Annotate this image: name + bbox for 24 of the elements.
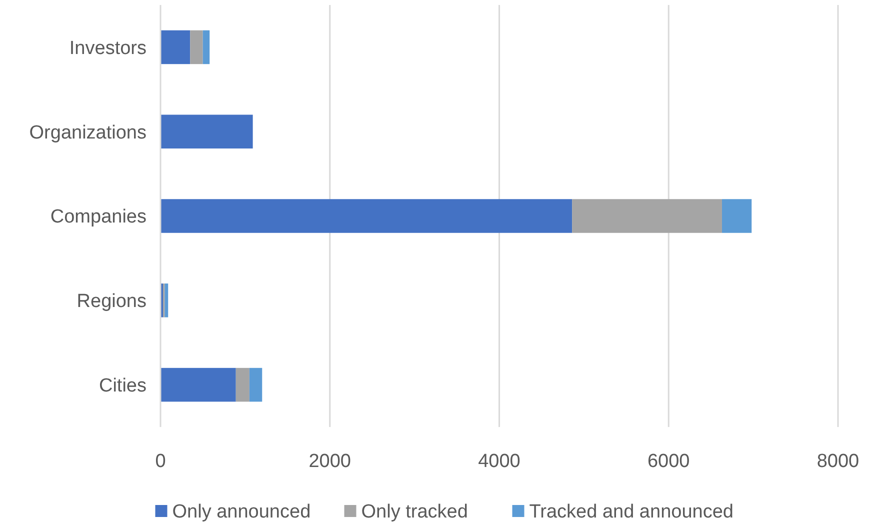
y-tick-label: Regions: [76, 291, 146, 312]
bar: [160, 199, 572, 233]
bar: [160, 30, 190, 64]
bar: [160, 368, 236, 402]
y-tick-label: Cities: [98, 375, 146, 396]
bar: [190, 30, 203, 64]
bar: [160, 114, 253, 148]
x-tick-label: 8000: [816, 451, 860, 472]
bar: [572, 199, 722, 233]
x-tick-label: 4000: [478, 451, 520, 472]
bar: [202, 30, 210, 64]
y-tick-label: Organizations: [29, 122, 146, 144]
bar: [164, 284, 168, 318]
legend-label: Only announced: [172, 502, 311, 523]
bar: [722, 199, 752, 233]
bar: [249, 368, 262, 402]
x-tick-label: 6000: [647, 451, 690, 472]
y-tick-label: Investors: [69, 38, 146, 59]
legend-label: Tracked and announced: [529, 502, 734, 523]
bar: [236, 368, 250, 402]
x-tick-label: 0: [155, 451, 166, 472]
y-tick-label: Companies: [50, 206, 146, 228]
x-tick-label: 2000: [308, 451, 352, 472]
legend-label: Only tracked: [361, 502, 468, 523]
